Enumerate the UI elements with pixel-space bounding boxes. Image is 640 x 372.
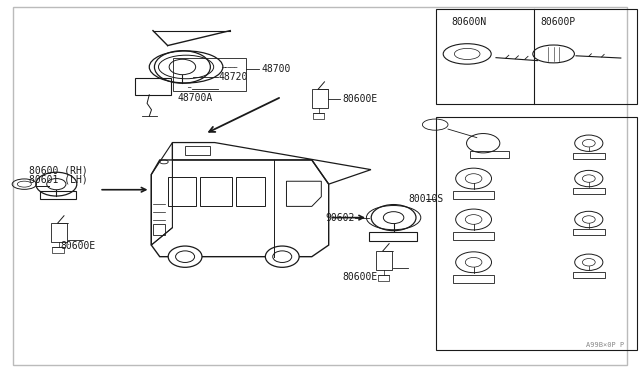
Bar [312,89,328,108]
Ellipse shape [168,246,202,267]
Bar [453,232,494,240]
Bar [573,188,605,194]
Text: 80600E: 80600E [342,94,378,103]
Bar [378,275,389,281]
Bar [152,224,165,235]
Bar [40,191,76,199]
Bar [134,78,172,95]
Text: ─────: ───── [221,66,237,71]
Bar [573,272,605,278]
Bar [470,151,509,158]
Bar [52,247,64,253]
Text: ─: ─ [188,86,191,91]
Text: 90602: 90602 [325,213,355,222]
Bar [173,58,246,91]
Text: 48720: 48720 [219,73,248,82]
Bar [453,275,494,283]
Bar [313,113,324,119]
Bar [436,117,637,350]
Text: 80600E: 80600E [342,272,378,282]
Text: A99B×0P P: A99B×0P P [586,342,624,348]
Text: 48700: 48700 [261,64,291,74]
Bar [453,191,494,199]
Bar [573,153,605,159]
Bar [436,9,637,104]
Bar [376,251,392,270]
Text: 80600 (RH): 80600 (RH) [29,166,88,175]
Text: 80601 (LH): 80601 (LH) [29,174,88,184]
Ellipse shape [266,246,299,267]
Text: 80010S: 80010S [408,194,444,204]
Text: 80600N: 80600N [452,17,487,27]
Bar [369,232,417,241]
Text: 48700A: 48700A [178,93,213,103]
Text: 80600E: 80600E [61,241,96,251]
Text: 80600P: 80600P [541,17,576,27]
Bar [51,223,67,242]
Bar [573,229,605,235]
